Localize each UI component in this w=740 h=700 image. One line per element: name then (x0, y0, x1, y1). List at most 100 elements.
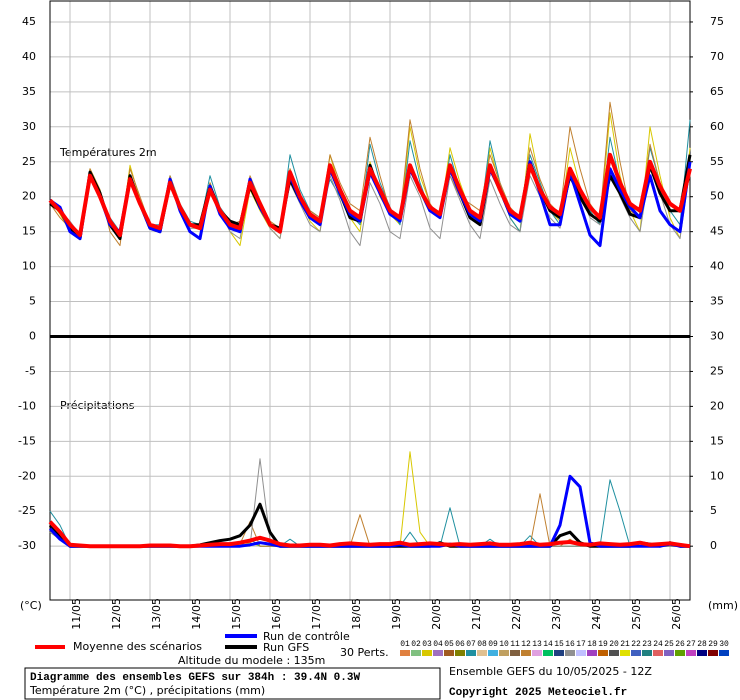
member-swatch (521, 650, 531, 656)
run-info: Ensemble GEFS du 10/05/2025 - 12Z (449, 665, 652, 678)
member-label: 28 (697, 640, 707, 649)
member-label: 27 (686, 640, 696, 649)
y-tick-label: 5 (29, 295, 36, 308)
x-tick-label: 24/05 (590, 598, 603, 630)
member-swatch (631, 650, 641, 656)
member-label: 14 (543, 640, 553, 649)
member-swatch (642, 650, 652, 656)
y-tick-label: 35 (22, 85, 36, 98)
member-swatch (708, 650, 718, 656)
panel-label: Précipitations (60, 399, 135, 412)
y2-tick-label: 50 (710, 190, 724, 203)
member-label: 21 (620, 640, 630, 649)
member-swatch (620, 650, 630, 656)
member-swatch (719, 650, 729, 656)
y2-tick-label: 40 (710, 260, 724, 273)
y2-unit: (mm) (708, 599, 738, 612)
y-tick-label: 30 (22, 120, 36, 133)
member-label: 07 (466, 640, 476, 649)
member-label: 15 (554, 640, 564, 649)
info-box (24, 667, 441, 700)
member-swatch (664, 650, 674, 656)
x-tick-label: 12/05 (110, 598, 123, 630)
member-label: 13 (532, 640, 542, 649)
member-label: 01 (400, 640, 410, 649)
y-tick-label: 45 (22, 15, 36, 28)
x-tick-label: 15/05 (230, 598, 243, 630)
member-label: 11 (510, 640, 520, 649)
copyright: Copyright 2025 Meteociel.fr (449, 687, 627, 699)
member-swatch (565, 650, 575, 656)
member-swatch (499, 650, 509, 656)
member-swatch (609, 650, 619, 656)
member-swatch (433, 650, 443, 656)
y-tick-label: 25 (22, 155, 36, 168)
members-label: 30 Perts. (340, 646, 389, 659)
member-swatch (532, 650, 542, 656)
member-label: 30 (719, 640, 729, 649)
x-tick-label: 13/05 (150, 598, 163, 630)
member-swatch (411, 650, 421, 656)
x-tick-label: 17/05 (310, 598, 323, 630)
member-label: 29 (708, 640, 718, 649)
member-swatch (510, 650, 520, 656)
y2-tick-label: 75 (710, 15, 724, 28)
legend-label: Run GFS (263, 641, 309, 654)
member-swatch (576, 650, 586, 656)
altitude: Altitude du modele : 135m (178, 654, 325, 667)
member-label: 09 (488, 640, 498, 649)
y2-tick-label: 5 (710, 504, 717, 517)
member-label: 26 (675, 640, 685, 649)
member-label: 05 (444, 640, 454, 649)
y-tick-label: 40 (22, 50, 36, 63)
member-label: 08 (477, 640, 487, 649)
member-label: 19 (598, 640, 608, 649)
y-unit: (°C) (20, 599, 42, 612)
y2-tick-label: 30 (710, 329, 724, 342)
y2-tick-label: 35 (710, 295, 724, 308)
member-swatch (422, 650, 432, 656)
x-tick-label: 11/05 (70, 598, 83, 630)
x-tick-label: 18/05 (350, 598, 363, 630)
member-swatch (598, 650, 608, 656)
member-label: 02 (411, 640, 421, 649)
y2-tick-label: 60 (710, 120, 724, 133)
member-swatch (488, 650, 498, 656)
x-tick-label: 20/05 (430, 598, 443, 630)
x-tick-label: 22/05 (510, 598, 523, 630)
member-swatch (477, 650, 487, 656)
x-tick-label: 16/05 (270, 598, 283, 630)
legend-label: Run de contrôle (263, 630, 350, 643)
member-label: 23 (642, 640, 652, 649)
y-tick-label: 10 (22, 260, 36, 273)
member-swatch (697, 650, 707, 656)
member-swatch (543, 650, 553, 656)
member-label: 03 (422, 640, 432, 649)
member-label: 24 (653, 640, 663, 649)
member-swatch (554, 650, 564, 656)
x-tick-label: 21/05 (470, 598, 483, 630)
member-label: 18 (587, 640, 597, 649)
y-tick-label: -15 (18, 434, 36, 447)
y2-tick-label: 45 (710, 225, 724, 238)
member-swatch (444, 650, 454, 656)
x-tick-label: 14/05 (190, 598, 203, 630)
member-label: 16 (565, 640, 575, 649)
y2-tick-label: 20 (710, 399, 724, 412)
plot-frame (49, 0, 691, 601)
precipitation-line (48, 520, 691, 549)
info-subtitle: Température 2m (°C) , précipitations (mm… (29, 684, 265, 697)
member-swatch (653, 650, 663, 656)
member-label: 22 (631, 640, 641, 649)
y2-tick-label: 55 (710, 155, 724, 168)
y2-tick-label: 0 (710, 539, 717, 552)
y2-tick-label: 65 (710, 85, 724, 98)
plot: 11/05 12/05 13/05 14/05 15/05 16/05 17/05 18/05… (18, 0, 724, 630)
member-swatch (400, 650, 410, 656)
temperature-line (48, 152, 692, 238)
member-swatch (455, 650, 465, 656)
member-swatch (466, 650, 476, 656)
y-tick-label: -20 (18, 469, 36, 482)
